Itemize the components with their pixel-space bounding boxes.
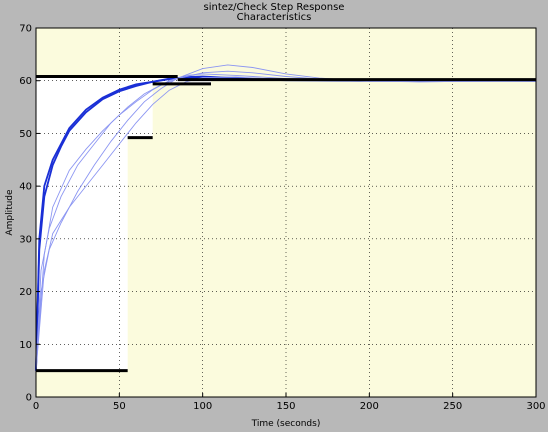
y-tick-label: 70 [19, 24, 32, 35]
x-tick-label: 300 [526, 401, 545, 412]
response-series-4 [35, 73, 536, 371]
y-tick-label: 0 [26, 393, 32, 404]
response-series-3 [35, 64, 537, 371]
y-axis-label: Amplitude [5, 189, 15, 236]
y-tick-label: 40 [19, 182, 32, 193]
x-tick-label: 150 [276, 401, 295, 412]
chart-subtitle: Characteristics [236, 12, 312, 23]
x-axis-label: Time (seconds) [251, 419, 321, 429]
y-tick-label: 60 [19, 76, 32, 87]
x-tick-label: 250 [443, 401, 462, 412]
x-tick-label: 200 [360, 401, 379, 412]
y-tick-label: 50 [19, 129, 32, 140]
chart-title: sintez/Check Step Response [203, 2, 345, 13]
y-tick-label: 30 [19, 234, 32, 245]
y-tick-label: 20 [19, 287, 32, 298]
x-tick-label: 100 [193, 401, 212, 412]
y-tick-label: 10 [19, 340, 32, 351]
x-tick-label: 0 [33, 401, 39, 412]
x-tick-label: 50 [113, 401, 126, 412]
